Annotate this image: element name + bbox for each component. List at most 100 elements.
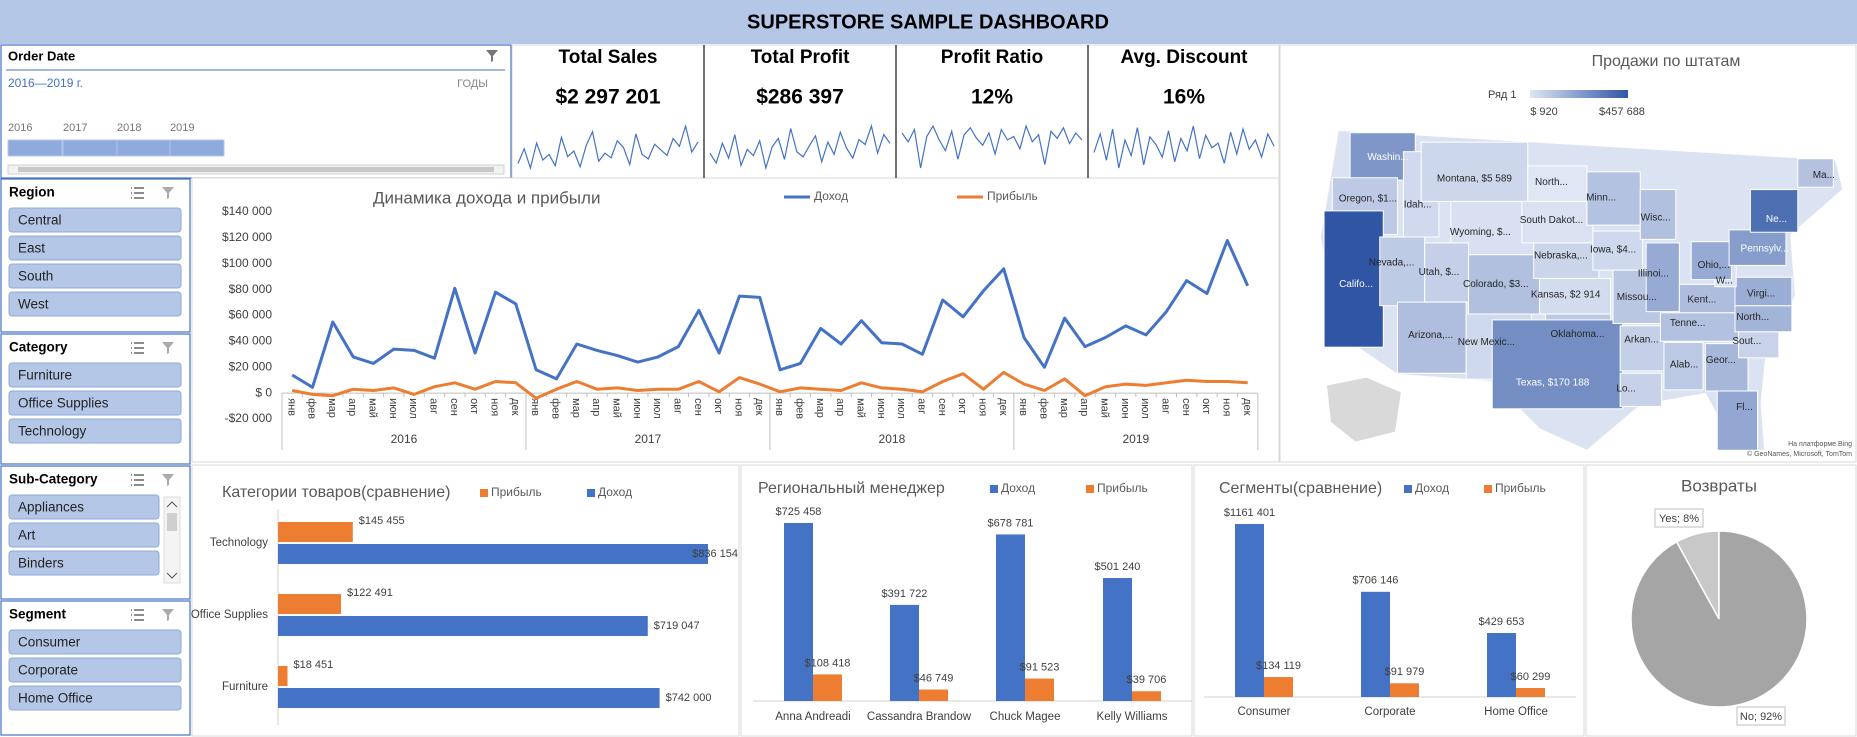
legend-label: Прибыль — [491, 485, 542, 499]
bar — [278, 544, 708, 564]
slicer-item[interactable] — [8, 522, 160, 548]
data-label: $719 047 — [654, 620, 700, 632]
x-tick-label: фев — [306, 398, 318, 419]
x-tick-label: май — [367, 398, 379, 418]
state-label: Oregon, $1... — [1339, 194, 1397, 205]
timeline-period[interactable] — [7, 139, 63, 157]
data-label: $91 523 — [1020, 661, 1060, 673]
state — [1424, 242, 1470, 303]
x-tick-label: июн — [631, 398, 643, 418]
slicer-item[interactable] — [8, 390, 182, 416]
bar — [1264, 677, 1293, 697]
legend-title: Ряд 1 — [1488, 89, 1517, 101]
state — [1678, 283, 1745, 314]
slicer-item-label: Furniture — [18, 368, 72, 383]
slicer-item[interactable] — [8, 362, 182, 388]
state — [1716, 390, 1759, 451]
header-bar — [0, 0, 1857, 44]
clear-filter-icon[interactable] — [162, 342, 174, 354]
slicer-item[interactable] — [8, 629, 182, 655]
slicer-title: Category — [9, 340, 68, 355]
state — [1645, 242, 1680, 313]
state-label: Pennsylv... — [1741, 243, 1789, 254]
slicer-item-label: Appliances — [18, 500, 84, 515]
scroll-down[interactable] — [166, 572, 178, 579]
dashboard-title: SUPERSTORE SAMPLE DASHBOARD — [747, 11, 1109, 33]
kpi-value: $2 297 201 — [555, 86, 660, 109]
x-tick-label: мар — [1058, 398, 1070, 418]
state-label: Wyoming, $... — [1450, 227, 1511, 238]
legend-label: Прибыль — [1097, 481, 1148, 495]
state-label: Ohio,... — [1698, 260, 1730, 271]
scroll-thumb — [167, 513, 177, 531]
state — [1323, 210, 1384, 348]
legend-swatch — [1086, 485, 1094, 493]
clear-filter-icon[interactable] — [162, 609, 174, 621]
data-label: $60 299 — [1511, 671, 1551, 683]
data-label: $91 979 — [1385, 666, 1425, 678]
state — [1619, 325, 1666, 372]
x-tick-label: янв — [285, 398, 297, 416]
state — [1797, 158, 1834, 188]
data-label: $39 706 — [1127, 674, 1167, 686]
y-tick-label: $80 000 — [229, 282, 273, 296]
slicer-item[interactable] — [8, 291, 182, 317]
timeline-period[interactable] — [169, 139, 225, 157]
x-tick-label: фев — [1037, 398, 1049, 419]
slicer-item[interactable] — [8, 418, 182, 444]
data-label: $706 146 — [1353, 575, 1399, 587]
slicer-item[interactable] — [8, 657, 182, 683]
state-label: Sout... — [1732, 336, 1761, 347]
multi-select-icon[interactable] — [131, 609, 144, 621]
clear-filter-icon[interactable] — [162, 187, 174, 199]
slicer-item[interactable] — [8, 263, 182, 289]
legend-label: Доход — [1415, 481, 1449, 495]
y-tick-label: $ 0 — [255, 385, 272, 399]
timeline-period[interactable] — [62, 139, 118, 157]
state — [1420, 141, 1529, 202]
state-label: Geor... — [1706, 355, 1736, 366]
legend-label: Прибыль — [987, 189, 1038, 203]
data-label: $391 722 — [882, 588, 928, 600]
x-tick-label: окт — [956, 398, 968, 414]
state — [1379, 236, 1426, 307]
timeline-range: 2016—2019 г. — [8, 76, 83, 90]
year-label: 2017 — [635, 432, 662, 446]
kpi-value: 16% — [1163, 86, 1205, 109]
state-label: Iowa, $4... — [1590, 245, 1636, 256]
multi-select-icon[interactable] — [131, 342, 144, 354]
scroll-up[interactable] — [166, 501, 178, 508]
filter-icon[interactable] — [486, 50, 498, 62]
bar — [1516, 688, 1545, 697]
legend-swatch — [480, 489, 488, 497]
timeline-period[interactable] — [116, 139, 172, 157]
y-tick-label: $60 000 — [229, 308, 273, 322]
slicer-item[interactable] — [8, 207, 182, 233]
state-label: Montana, $5 589 — [1437, 174, 1512, 185]
slicer-item[interactable] — [8, 550, 160, 576]
slicer-item-label: South — [18, 269, 53, 284]
slicer-item[interactable] — [8, 685, 182, 711]
state-label: Washin... — [1367, 152, 1408, 163]
x-tick-label: июн — [1119, 398, 1131, 418]
series-line — [291, 370, 1248, 400]
state-label: Missou... — [1617, 292, 1657, 303]
series-line — [291, 239, 1250, 389]
data-label: No; 92% — [1740, 711, 1782, 723]
x-tick-label: янв — [773, 398, 785, 416]
multi-select-icon[interactable] — [131, 187, 144, 199]
bar — [813, 674, 842, 701]
data-label: $1161 401 — [1224, 507, 1275, 519]
x-tick-label: окт — [468, 398, 480, 414]
slicer-scrollbar[interactable] — [163, 496, 181, 584]
state-label: Ne... — [1766, 214, 1787, 225]
slicer-item[interactable] — [8, 235, 182, 261]
state-label: Tenne... — [1670, 318, 1706, 329]
kpi-title: Avg. Discount — [1120, 47, 1248, 68]
x-tick-label: дек — [753, 398, 765, 416]
map-credit: © GeoNames, Microsoft, TomTom — [1747, 450, 1852, 458]
kpi-value: 12% — [971, 86, 1013, 109]
multi-select-icon[interactable] — [131, 474, 144, 486]
clear-filter-icon[interactable] — [162, 474, 174, 486]
slicer-item[interactable] — [8, 494, 160, 520]
